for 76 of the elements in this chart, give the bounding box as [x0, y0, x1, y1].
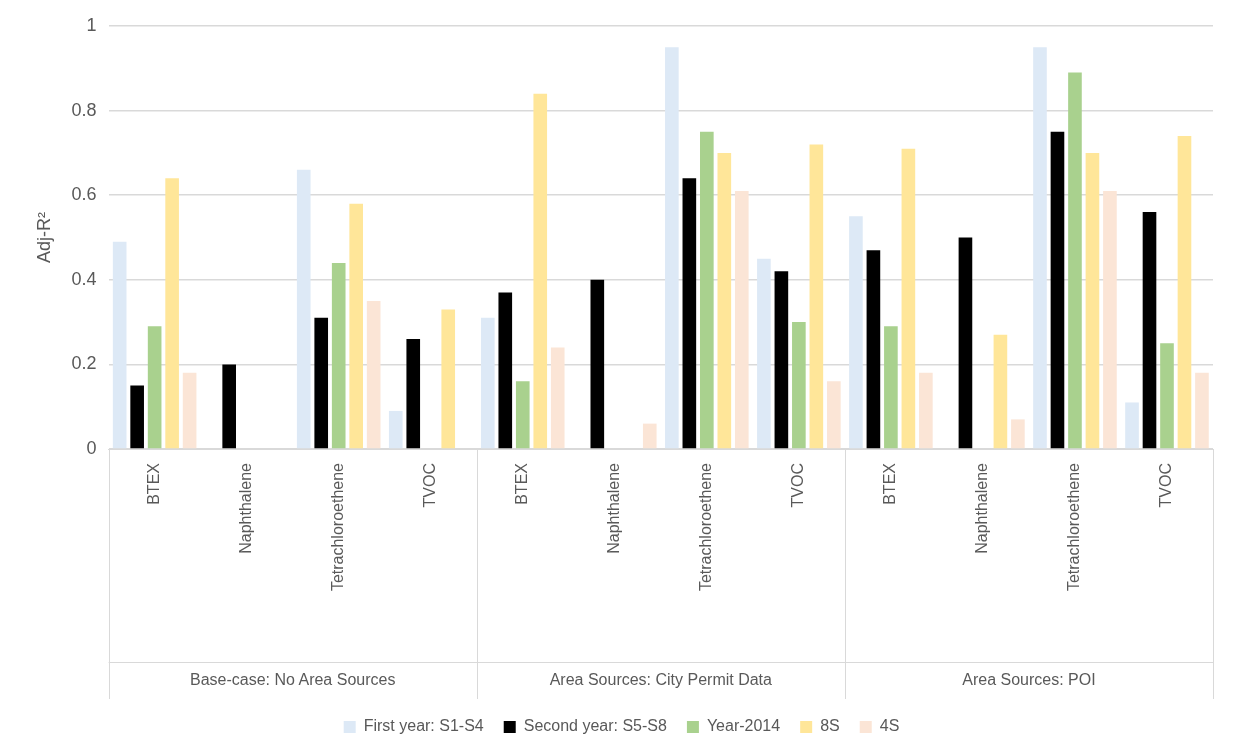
bar	[441, 309, 456, 449]
bar	[112, 241, 127, 449]
text: Base-case: No Area Sources	[189, 671, 396, 689]
y-tick-label: 0.4	[71, 268, 97, 289]
x-tick-label: TVOC	[1157, 463, 1175, 508]
bar	[147, 326, 162, 449]
y-tick-label: 0.6	[71, 184, 97, 205]
bar	[533, 93, 548, 449]
bar	[717, 152, 732, 449]
bar	[1177, 135, 1192, 449]
bar	[222, 364, 236, 449]
x-tick-label: TVOC	[789, 463, 807, 508]
bar	[1050, 131, 1065, 449]
x-tick-label: Naphthalene	[605, 462, 623, 554]
bar	[550, 347, 565, 449]
x-tick-label: BTEX	[881, 462, 899, 505]
bar	[515, 381, 530, 449]
bar	[366, 300, 381, 449]
x-tick-label: TVOC	[421, 463, 439, 508]
legend-label: 8S	[820, 717, 840, 735]
x-tick-label: BTEX	[145, 462, 163, 505]
bar	[642, 423, 657, 449]
bar	[1160, 343, 1174, 449]
bar	[665, 47, 679, 449]
bar	[849, 216, 863, 449]
bar	[349, 203, 364, 449]
bar	[774, 271, 789, 449]
bar	[809, 144, 824, 449]
bar	[1142, 212, 1157, 449]
bar	[901, 148, 916, 449]
bar	[331, 262, 346, 449]
bar	[993, 334, 1008, 449]
bar	[165, 178, 179, 449]
bar	[1033, 47, 1047, 449]
bar	[1011, 419, 1025, 449]
bar	[792, 322, 806, 449]
bar	[734, 190, 749, 449]
legend-label: Year-2014	[706, 717, 781, 735]
bar	[182, 372, 197, 449]
bar	[388, 410, 403, 449]
bar	[919, 372, 933, 449]
bar	[700, 131, 714, 449]
legend-label: First year: S1-S4	[363, 717, 484, 735]
bar	[866, 250, 881, 449]
bar	[1103, 190, 1117, 449]
x-tick-label: Naphthalene	[237, 462, 255, 554]
bar	[314, 317, 329, 449]
y-tick-label: 0.8	[71, 99, 97, 120]
x-tick-label: BTEX	[513, 462, 531, 505]
bar	[498, 292, 513, 449]
x-tick-label: Tetrachloroethene	[1065, 462, 1083, 592]
y-axis-title: Adj-R²	[33, 211, 54, 264]
text: Area Sources: POI	[962, 671, 1096, 689]
y-tick-label: 0	[86, 437, 97, 458]
bar	[406, 339, 421, 449]
y-tick-label: 0.2	[71, 353, 97, 374]
bar	[1085, 152, 1100, 449]
legend-label: 4S	[879, 717, 900, 735]
x-tick-label: Naphthalene	[973, 462, 991, 554]
bar	[757, 258, 771, 449]
y-tick-label: 1	[86, 14, 97, 35]
bar	[1068, 72, 1082, 449]
bar	[682, 178, 697, 449]
bar	[590, 279, 605, 449]
bar	[1125, 402, 1139, 449]
legend-label: Second year: S5-S8	[523, 717, 668, 735]
bar	[827, 381, 841, 449]
x-tick-label: Tetrachloroethene	[697, 462, 715, 592]
text: Area Sources: City Permit Data	[549, 671, 773, 689]
bar	[884, 326, 898, 449]
bar	[296, 169, 311, 449]
bar	[480, 317, 495, 449]
bar	[958, 237, 973, 449]
bar	[130, 385, 144, 449]
x-tick-label: Tetrachloroethene	[329, 462, 347, 592]
bar	[1195, 372, 1209, 449]
